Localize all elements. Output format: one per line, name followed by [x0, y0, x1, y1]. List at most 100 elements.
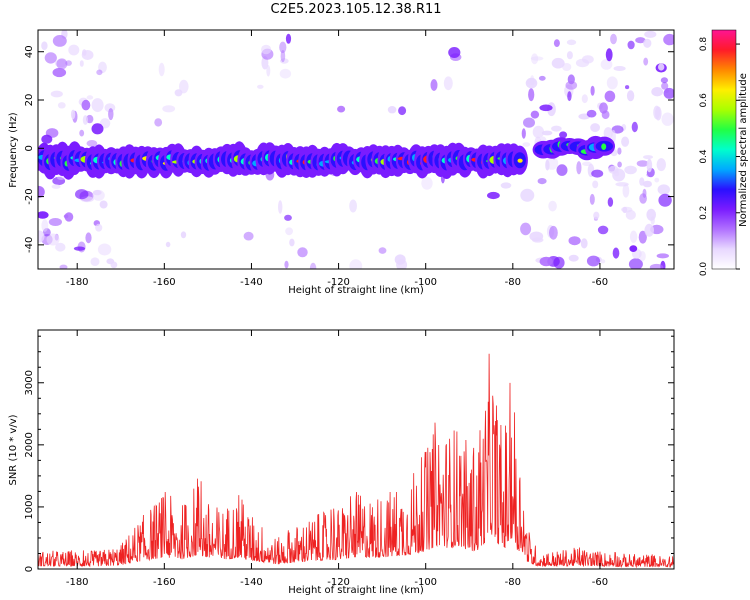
heatmap-cell	[57, 102, 66, 109]
heatmap-cell	[81, 99, 91, 111]
heatmap-cell	[443, 76, 453, 91]
heatmap-cell	[521, 128, 526, 139]
heatmap-cell	[568, 254, 579, 262]
heatmap-cell	[626, 90, 635, 102]
heatmap-cell	[530, 110, 540, 119]
heatmap-y-axis-label: Frequency (Hz)	[8, 112, 19, 188]
heatmap-cell	[52, 67, 67, 78]
x-tick-label: -60	[592, 277, 608, 288]
heatmap-cell	[613, 66, 626, 71]
heatmap-cell	[656, 158, 666, 172]
heatmap-cell	[636, 160, 649, 167]
heatmap-cell	[261, 44, 272, 55]
heatmap-cell	[599, 102, 608, 114]
heatmap-cell	[297, 247, 308, 258]
x-tick-label: -140	[240, 277, 263, 288]
x-tick-label: -160	[153, 277, 176, 288]
heatmap-cell	[604, 90, 616, 103]
heatmap-cell	[162, 105, 176, 113]
heatmap-cell	[65, 60, 72, 66]
heatmap-cell	[567, 91, 572, 102]
heatmap-cell	[82, 49, 87, 56]
heatmap-cell	[643, 57, 649, 66]
heatmap-cell	[531, 237, 544, 243]
heatmap-cell	[548, 200, 557, 212]
heatmap-cell	[91, 98, 104, 113]
x-tick-label: -180	[66, 277, 89, 288]
heatmap-cell	[279, 58, 289, 64]
heatmap-frame	[37, 29, 675, 270]
heatmap-cell	[644, 223, 654, 237]
heatmap-cell	[622, 206, 628, 214]
heatmap-cell	[284, 260, 289, 269]
heatmap-cell	[586, 255, 601, 267]
heatmap-cell	[165, 241, 171, 248]
x-tick-label: -100	[414, 577, 437, 588]
y-tick-label: -20	[24, 188, 35, 204]
heatmap-cell	[525, 77, 538, 89]
heatmap-cell	[658, 63, 665, 71]
heatmap-cell	[658, 193, 672, 207]
heatmap-cell	[96, 69, 103, 76]
heatmap-cell	[643, 38, 652, 48]
heatmap-cell	[568, 236, 581, 246]
heatmap-cell	[551, 57, 565, 69]
heatmap-cell	[500, 182, 512, 189]
heatmap-cell	[590, 123, 600, 133]
y-tick-label: 3000	[24, 370, 35, 395]
heatmap-cell	[528, 88, 535, 102]
heatmap-cell	[38, 185, 45, 198]
heatmap-cell	[98, 61, 107, 73]
heatmap-cell	[92, 189, 102, 196]
heatmap-cell	[289, 238, 295, 247]
heatmap-cell	[556, 164, 568, 176]
heatmap-cell	[154, 118, 163, 127]
heatmap-cell	[523, 117, 535, 128]
heatmap-cell	[635, 37, 646, 44]
heatmap-cell	[285, 33, 292, 44]
x-tick-label: -80	[505, 577, 521, 588]
heatmap-cell	[651, 87, 664, 97]
heatmap-cell	[600, 259, 606, 264]
heatmap-band-cell	[517, 158, 523, 163]
heatmap-cell	[657, 184, 670, 195]
heatmap-cell	[398, 106, 407, 116]
heatmap-cell	[549, 225, 558, 240]
heatmap-cell	[622, 184, 630, 198]
heatmap-cell	[280, 50, 286, 63]
heatmap-cell	[52, 35, 67, 47]
heatmap-cell	[284, 214, 292, 221]
heatmap-cell	[586, 109, 597, 118]
heatmap-cell	[575, 58, 590, 68]
heatmap-cell	[581, 94, 588, 104]
heatmap-cell	[551, 125, 562, 132]
y-tick-label: 1000	[24, 494, 35, 519]
heatmap-cell	[82, 115, 88, 125]
heatmap-cell	[625, 85, 630, 90]
heatmap-cell	[538, 75, 546, 81]
heatmap-cell	[625, 209, 636, 220]
snr-x-axis-label: Height of straight line (km)	[288, 585, 424, 596]
y-tick-label: 2000	[24, 432, 35, 457]
heatmap-cell	[448, 47, 461, 58]
heatmap-cell	[532, 125, 545, 139]
heatmap-cell	[63, 214, 69, 219]
heatmap-cell	[553, 39, 560, 47]
x-tick-label: -80	[505, 277, 521, 288]
heatmap-cell	[59, 264, 68, 269]
heatmap-cell	[44, 52, 57, 64]
heatmap-cell	[394, 254, 406, 265]
y-tick-label: 40	[24, 45, 35, 58]
heatmap-cell	[580, 238, 588, 249]
heatmap-cell	[50, 90, 63, 98]
heatmap-cell	[649, 263, 664, 269]
heatmap-cell	[38, 211, 49, 219]
heatmap-cell	[605, 48, 613, 62]
heatmap-cell	[52, 176, 66, 186]
heatmap-cell	[661, 112, 674, 126]
heatmap-cell	[644, 30, 657, 38]
snr-x-axis: -180 -160 -140 -120 -100 -80 -60	[66, 330, 608, 588]
heatmap-x-axis: -180 -160 -140 -120 -100 -80 -60	[66, 30, 608, 288]
heatmap-cell	[349, 199, 357, 213]
heatmap-cell	[526, 79, 536, 85]
